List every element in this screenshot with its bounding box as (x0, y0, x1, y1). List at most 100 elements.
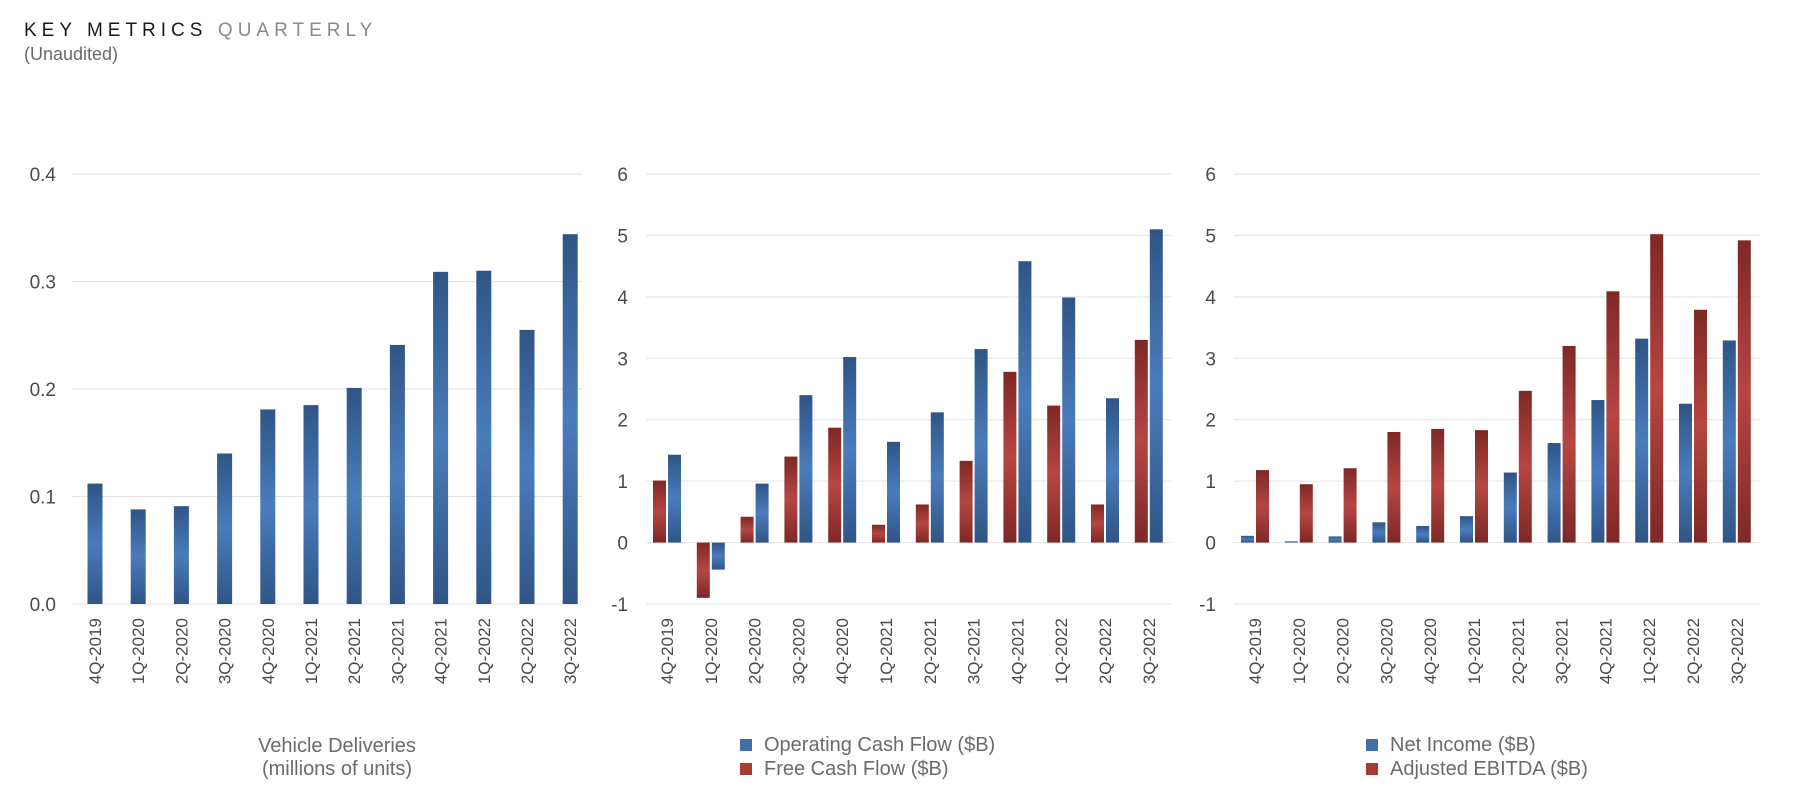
bar (1091, 504, 1104, 543)
legend-swatch (740, 763, 752, 775)
y-tick-label: 3 (617, 349, 628, 370)
y-tick-label: 3 (1205, 349, 1216, 370)
x-tick-label: 4Q-2021 (1596, 618, 1615, 684)
bar (755, 483, 769, 543)
bar (1018, 261, 1032, 543)
x-tick-label: 3Q-2022 (561, 618, 580, 684)
x-axis-label: Vehicle Deliveries (258, 735, 416, 757)
y-tick-label: 2 (1205, 411, 1216, 432)
y-tick-label: 0 (617, 534, 628, 555)
x-tick-label: 4Q-2020 (833, 618, 852, 684)
bar (740, 516, 754, 543)
x-tick-label: 2Q-2020 (172, 618, 191, 684)
bar (653, 480, 666, 543)
bar (1503, 472, 1517, 543)
y-tick-label: -1 (1199, 595, 1216, 616)
bar (260, 409, 276, 604)
y-tick-label: 6 (1205, 165, 1216, 186)
bar (1737, 240, 1751, 543)
bar (668, 454, 681, 543)
bar (1722, 340, 1736, 543)
bar (1431, 428, 1445, 543)
bar (346, 387, 362, 604)
bar (1003, 371, 1017, 543)
bar (828, 427, 842, 543)
x-tick-label: 1Q-2020 (1290, 618, 1309, 684)
x-tick-label: 3Q-2020 (1377, 618, 1396, 684)
x-tick-label: 2Q-2021 (345, 618, 364, 684)
bar (1650, 234, 1664, 543)
y-tick-label: 0.4 (30, 165, 57, 186)
x-tick-label: 1Q-2021 (1465, 618, 1484, 684)
x-tick-label: 2Q-2020 (746, 618, 765, 684)
bar (915, 504, 929, 543)
x-tick-label: 4Q-2019 (1246, 618, 1265, 684)
chart-panel-3: -1 0 1 2 3 4 5 6 4Q-2019 1Q-2020 2Q-2020 3Q-2020 4Q-… (1199, 165, 1760, 780)
x-tick-label: 1Q-2021 (877, 618, 896, 684)
y-tick-label: 0 (1205, 534, 1216, 555)
x-tick-label: 4Q-2020 (1421, 618, 1440, 684)
y-tick-label: 1 (617, 472, 628, 493)
x-tick-label: 3Q-2020 (789, 618, 808, 684)
x-tick-label: 2Q-2022 (518, 618, 537, 684)
bar (389, 344, 405, 604)
header: KEY METRICS QUARTERLY (Unaudited) (24, 20, 377, 65)
bar (1134, 339, 1148, 543)
bar (1284, 541, 1298, 543)
bar (1387, 432, 1401, 543)
bar (930, 412, 944, 543)
bar (130, 509, 146, 604)
bar (1475, 430, 1488, 543)
legend-swatch (1366, 739, 1378, 751)
bar (476, 270, 492, 604)
bar (887, 441, 900, 543)
bar (1518, 390, 1532, 543)
bar (1694, 309, 1707, 543)
y-tick-label: 0.0 (30, 595, 56, 616)
y-tick-label: 4 (1205, 288, 1216, 309)
bar (1372, 522, 1386, 543)
x-tick-label: 1Q-2022 (475, 618, 494, 684)
page-subtitle: (Unaudited) (24, 44, 119, 64)
bar (1106, 398, 1119, 543)
x-tick-label: 3Q-2020 (216, 618, 235, 684)
x-tick-label: 4Q-2020 (259, 618, 278, 684)
bar (711, 542, 725, 570)
x-tick-label: 3Q-2022 (1140, 618, 1159, 684)
y-tick-label: -1 (611, 595, 628, 616)
bar (562, 234, 578, 604)
bar (433, 271, 449, 604)
bar (1047, 405, 1061, 543)
y-tick-label: 4 (617, 288, 628, 309)
bar (1606, 291, 1620, 543)
bar (1299, 484, 1313, 543)
page-title-sub: QUARTERLY (217, 20, 378, 41)
bar (87, 483, 103, 604)
x-tick-label: 3Q-2021 (1553, 618, 1572, 684)
bar (799, 395, 813, 543)
y-tick-label: 6 (617, 165, 628, 186)
y-tick-label: 0.3 (30, 273, 56, 294)
x-tick-label: 1Q-2021 (302, 618, 321, 684)
bar (1679, 403, 1692, 543)
bar (1562, 346, 1576, 543)
bar (843, 357, 857, 543)
bar (1547, 443, 1561, 543)
x-axis-label-units: (millions of units) (262, 758, 412, 780)
legend-swatch (1366, 763, 1378, 775)
y-tick-label: 5 (617, 226, 628, 247)
x-tick-label: 2Q-2021 (921, 618, 940, 684)
bar (959, 460, 973, 543)
x-tick-label: 3Q-2021 (965, 618, 984, 684)
bar (173, 506, 189, 604)
y-tick-label: 2 (617, 411, 628, 432)
bar (1062, 297, 1076, 543)
bar (872, 524, 885, 543)
bar (1591, 400, 1605, 543)
x-tick-label: 3Q-2022 (1728, 618, 1747, 684)
x-tick-label: 1Q-2022 (1052, 618, 1071, 684)
x-tick-label: 2Q-2020 (1334, 618, 1353, 684)
bar (217, 453, 233, 604)
legend-label: Adjusted EBITDA ($B) (1390, 758, 1588, 780)
